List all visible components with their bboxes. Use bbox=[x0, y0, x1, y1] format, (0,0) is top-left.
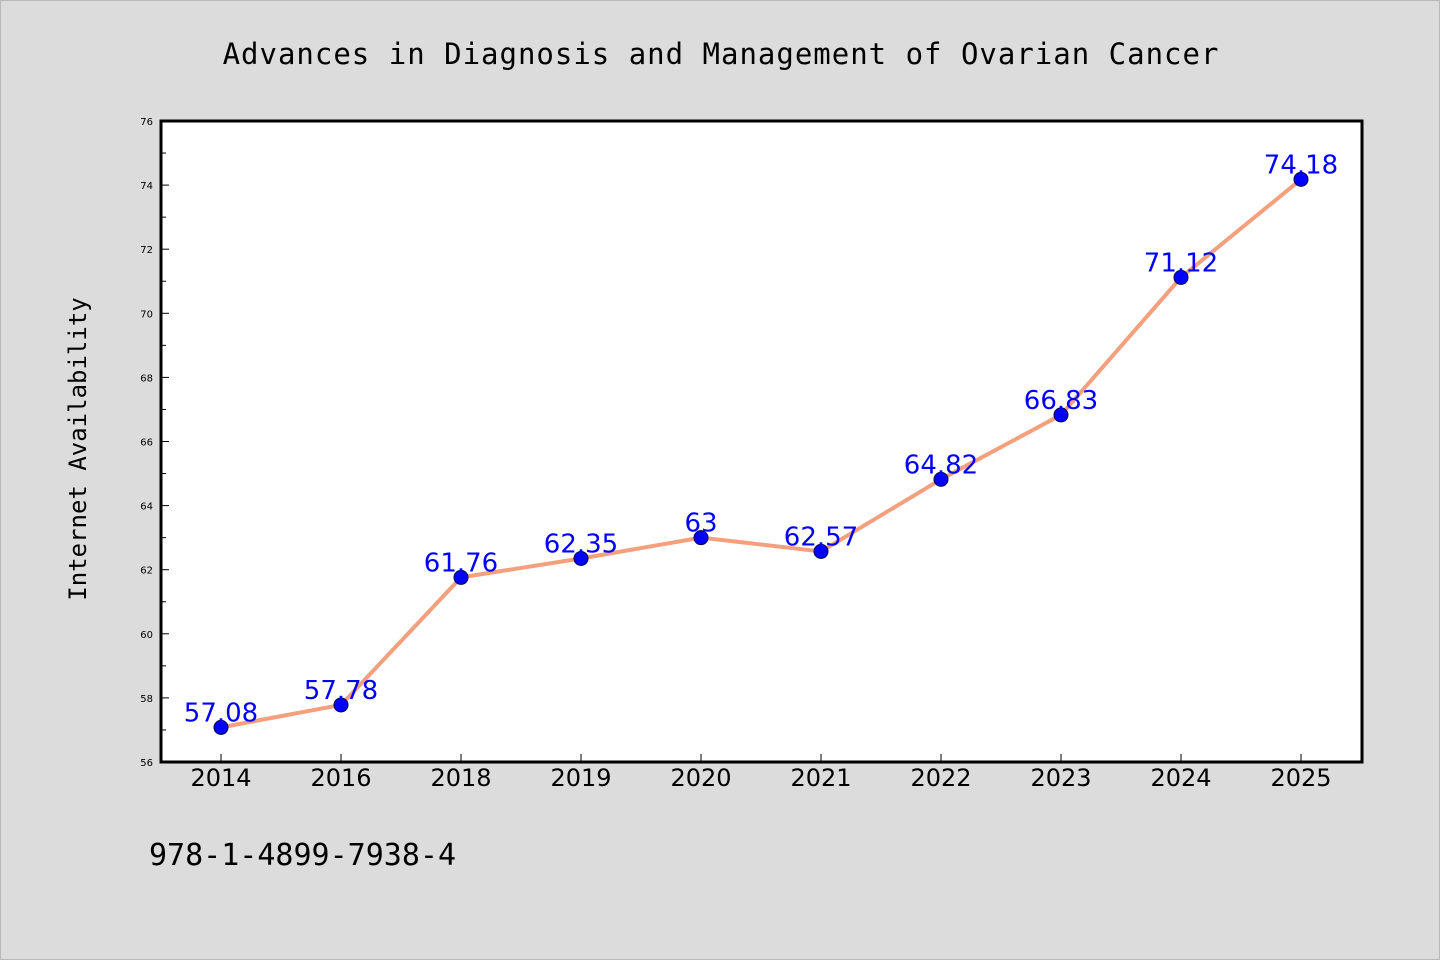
y-tick-label: 62 bbox=[140, 566, 153, 577]
y-tick-label: 72 bbox=[140, 245, 153, 256]
data-label: 71.12 bbox=[1144, 248, 1218, 278]
chart-title: Advances in Diagnosis and Management of … bbox=[223, 37, 1220, 71]
data-point-marker bbox=[573, 550, 589, 566]
data-point-marker bbox=[1293, 171, 1309, 187]
series-markers-group bbox=[213, 171, 1309, 735]
plot-frame bbox=[159, 119, 1364, 764]
x-tick-label: 2016 bbox=[310, 764, 371, 792]
data-point-marker bbox=[1173, 269, 1189, 285]
x-tick-label: 2025 bbox=[1270, 764, 1331, 792]
y-tick-label: 60 bbox=[140, 630, 153, 641]
x-tick-label: 2023 bbox=[1030, 764, 1091, 792]
x-tick-label: 2018 bbox=[430, 764, 491, 792]
plot-area bbox=[161, 121, 1362, 762]
x-axis: 2014 2016 2018 2019 2020 2021 2022 2023 2024 2025 bbox=[190, 754, 1332, 792]
data-point-marker bbox=[693, 530, 709, 546]
series-line bbox=[219, 177, 1303, 730]
data-label: 57.78 bbox=[304, 676, 378, 706]
data-label: 66.83 bbox=[1024, 386, 1098, 416]
x-tick-label: 2014 bbox=[190, 764, 251, 792]
data-label: 74.18 bbox=[1264, 150, 1338, 180]
data-label: 62.57 bbox=[784, 522, 858, 552]
y-tick-label: 56 bbox=[140, 758, 153, 769]
data-labels-group: 57.08 57.78 61.76 62.35 63 62.57 64.82 66.83 71.… bbox=[184, 150, 1338, 728]
y-tick-label: 70 bbox=[140, 309, 153, 320]
data-point-marker bbox=[453, 569, 469, 585]
data-point-marker bbox=[333, 697, 349, 713]
y-tick-label: 74 bbox=[140, 181, 153, 192]
data-label: 61.76 bbox=[424, 548, 498, 578]
data-label: 63 bbox=[684, 509, 717, 539]
data-label: 62.35 bbox=[544, 529, 618, 559]
data-point-marker bbox=[813, 543, 829, 559]
y-tick-label: 66 bbox=[140, 438, 153, 449]
x-tick-label: 2024 bbox=[1150, 764, 1211, 792]
data-point-marker bbox=[933, 471, 949, 487]
y-axis: 56 58 60 62 64 66 68 70 72 74 76 bbox=[140, 117, 169, 769]
data-point-marker bbox=[1053, 407, 1069, 423]
isbn-annotation: 978-1-4899-7938-4 bbox=[149, 838, 456, 873]
y-tick-label: 58 bbox=[140, 694, 153, 705]
x-tick-label: 2020 bbox=[670, 764, 731, 792]
data-point-marker bbox=[213, 719, 229, 735]
x-tick-label: 2019 bbox=[550, 764, 611, 792]
series-line-group bbox=[219, 177, 1303, 730]
data-label: 57.08 bbox=[184, 698, 258, 728]
data-label: 64.82 bbox=[904, 450, 978, 480]
x-tick-label: 2021 bbox=[790, 764, 851, 792]
y-tick-label: 76 bbox=[140, 117, 153, 128]
x-tick-label: 2022 bbox=[910, 764, 971, 792]
y-tick-label: 68 bbox=[140, 373, 153, 384]
y-axis-label: Internet Availability bbox=[64, 297, 92, 600]
y-tick-label: 64 bbox=[140, 502, 153, 513]
